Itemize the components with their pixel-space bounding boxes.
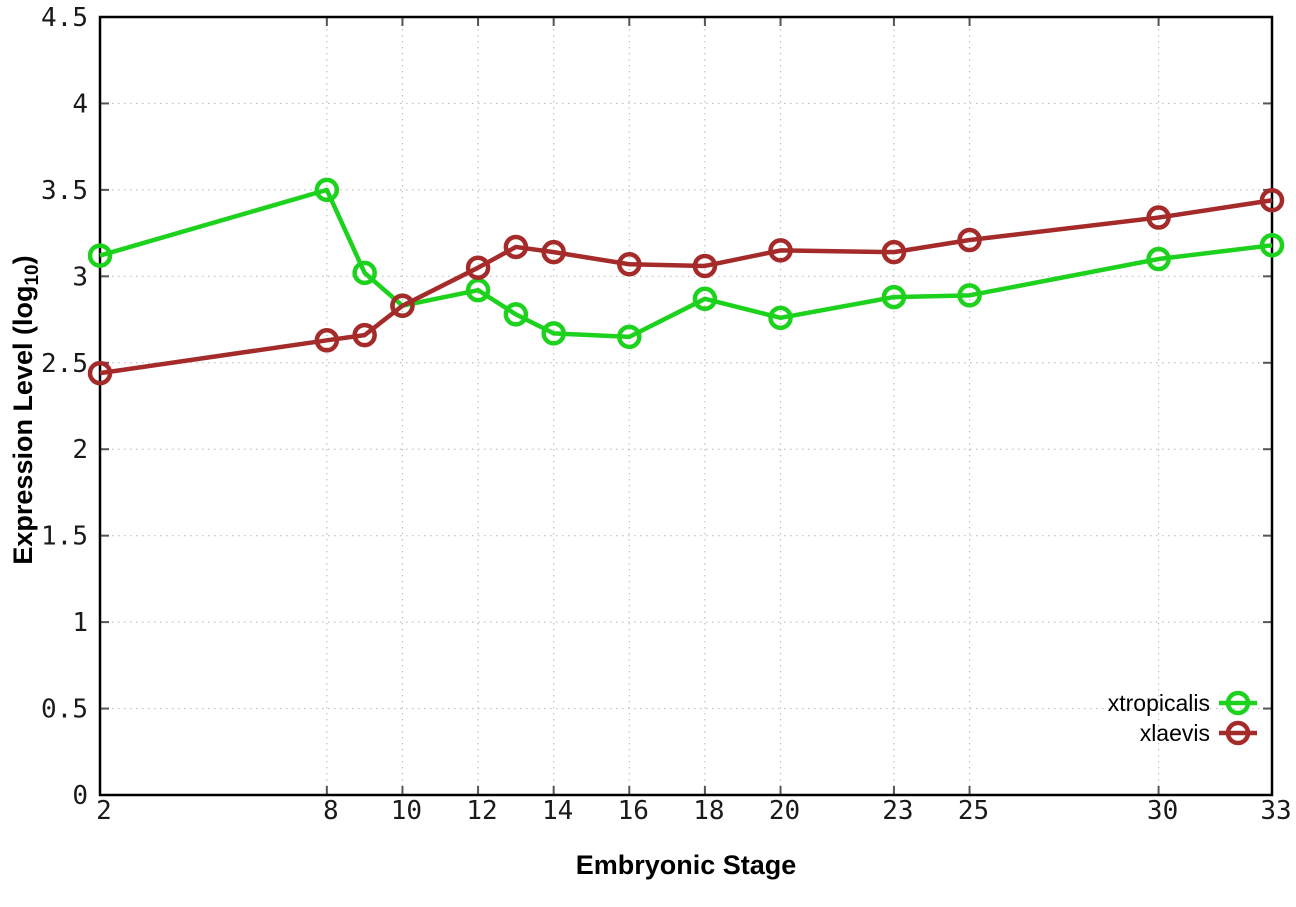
x-tick-label: 12 (466, 796, 497, 826)
data-point-xtropicalis (957, 283, 982, 308)
y-tick-label: 2.5 (41, 349, 88, 379)
y-axis-title: Expression Level (log10) (8, 255, 44, 564)
x-tick-label: 23 (882, 796, 913, 826)
x-tick-label: 20 (769, 796, 800, 826)
y-tick-label: 2 (72, 435, 88, 465)
x-axis-title: Embryonic Stage (575, 850, 797, 880)
data-point-xlaevis (1259, 188, 1285, 213)
data-point-xtropicalis (465, 277, 491, 303)
y-tick-label: 4.5 (41, 3, 88, 33)
data-point-xlaevis (465, 255, 491, 280)
legend-label-xtropicalis: xtropicalis (1108, 690, 1210, 716)
data-point-xtropicalis (1146, 246, 1171, 272)
data-point-xtropicalis (617, 324, 642, 350)
data-point-xtropicalis (503, 302, 529, 327)
data-point-xlaevis (957, 227, 982, 253)
x-tick-label: 2 (96, 796, 112, 826)
x-tick-label: 33 (1260, 796, 1291, 826)
y-tick-label: 1.5 (41, 522, 88, 552)
x-tick-label: 10 (391, 796, 422, 826)
x-tick-label: 14 (542, 796, 573, 826)
legend-marker-xtropicalis (1225, 690, 1251, 716)
data-point-xtropicalis (1259, 232, 1285, 258)
y-tick-label: 3 (72, 262, 88, 292)
data-point-xlaevis (87, 360, 113, 386)
data-point-xlaevis (692, 253, 718, 279)
series-line-xlaevis (99, 198, 1273, 376)
data-point-xtropicalis (768, 305, 793, 331)
data-point-xlaevis (617, 251, 642, 277)
x-tick-label: 30 (1147, 796, 1178, 826)
data-point-xlaevis (503, 234, 529, 260)
x-tick-label: 18 (693, 796, 724, 826)
y-tick-label: 0.5 (41, 695, 88, 725)
plot-border (98, 15, 1274, 797)
data-point-xlaevis (390, 293, 415, 318)
x-tick-label: 8 (323, 796, 339, 826)
legend-label-xlaevis: xlaevis (1140, 720, 1210, 746)
y-axis-title-text: Expression Level (log (8, 285, 38, 565)
y-axis-title-close: ) (8, 255, 38, 265)
data-point-xlaevis (881, 239, 907, 265)
data-point-xtropicalis (692, 286, 718, 312)
data-point-xtropicalis (881, 284, 907, 310)
y-tick-label: 4 (72, 89, 88, 119)
data-point-xtropicalis (352, 260, 377, 286)
data-point-xlaevis (352, 322, 377, 348)
data-point-xtropicalis (541, 321, 566, 346)
data-point-xtropicalis (314, 177, 340, 203)
y-axis-title-subscript: 10 (22, 264, 43, 286)
data-point-xlaevis (1146, 205, 1171, 230)
data-point-xlaevis (541, 239, 566, 265)
data-point-xlaevis (768, 238, 793, 263)
data-point-xlaevis (314, 328, 340, 353)
data-point-xtropicalis (87, 243, 113, 268)
y-tick-label: 0 (72, 781, 88, 811)
y-tick-label: 3.5 (41, 176, 88, 206)
x-tick-label: 16 (618, 796, 649, 826)
y-tick-label: 1 (72, 608, 88, 638)
legend-marker-xlaevis (1225, 720, 1251, 746)
x-tick-label: 25 (958, 796, 989, 826)
